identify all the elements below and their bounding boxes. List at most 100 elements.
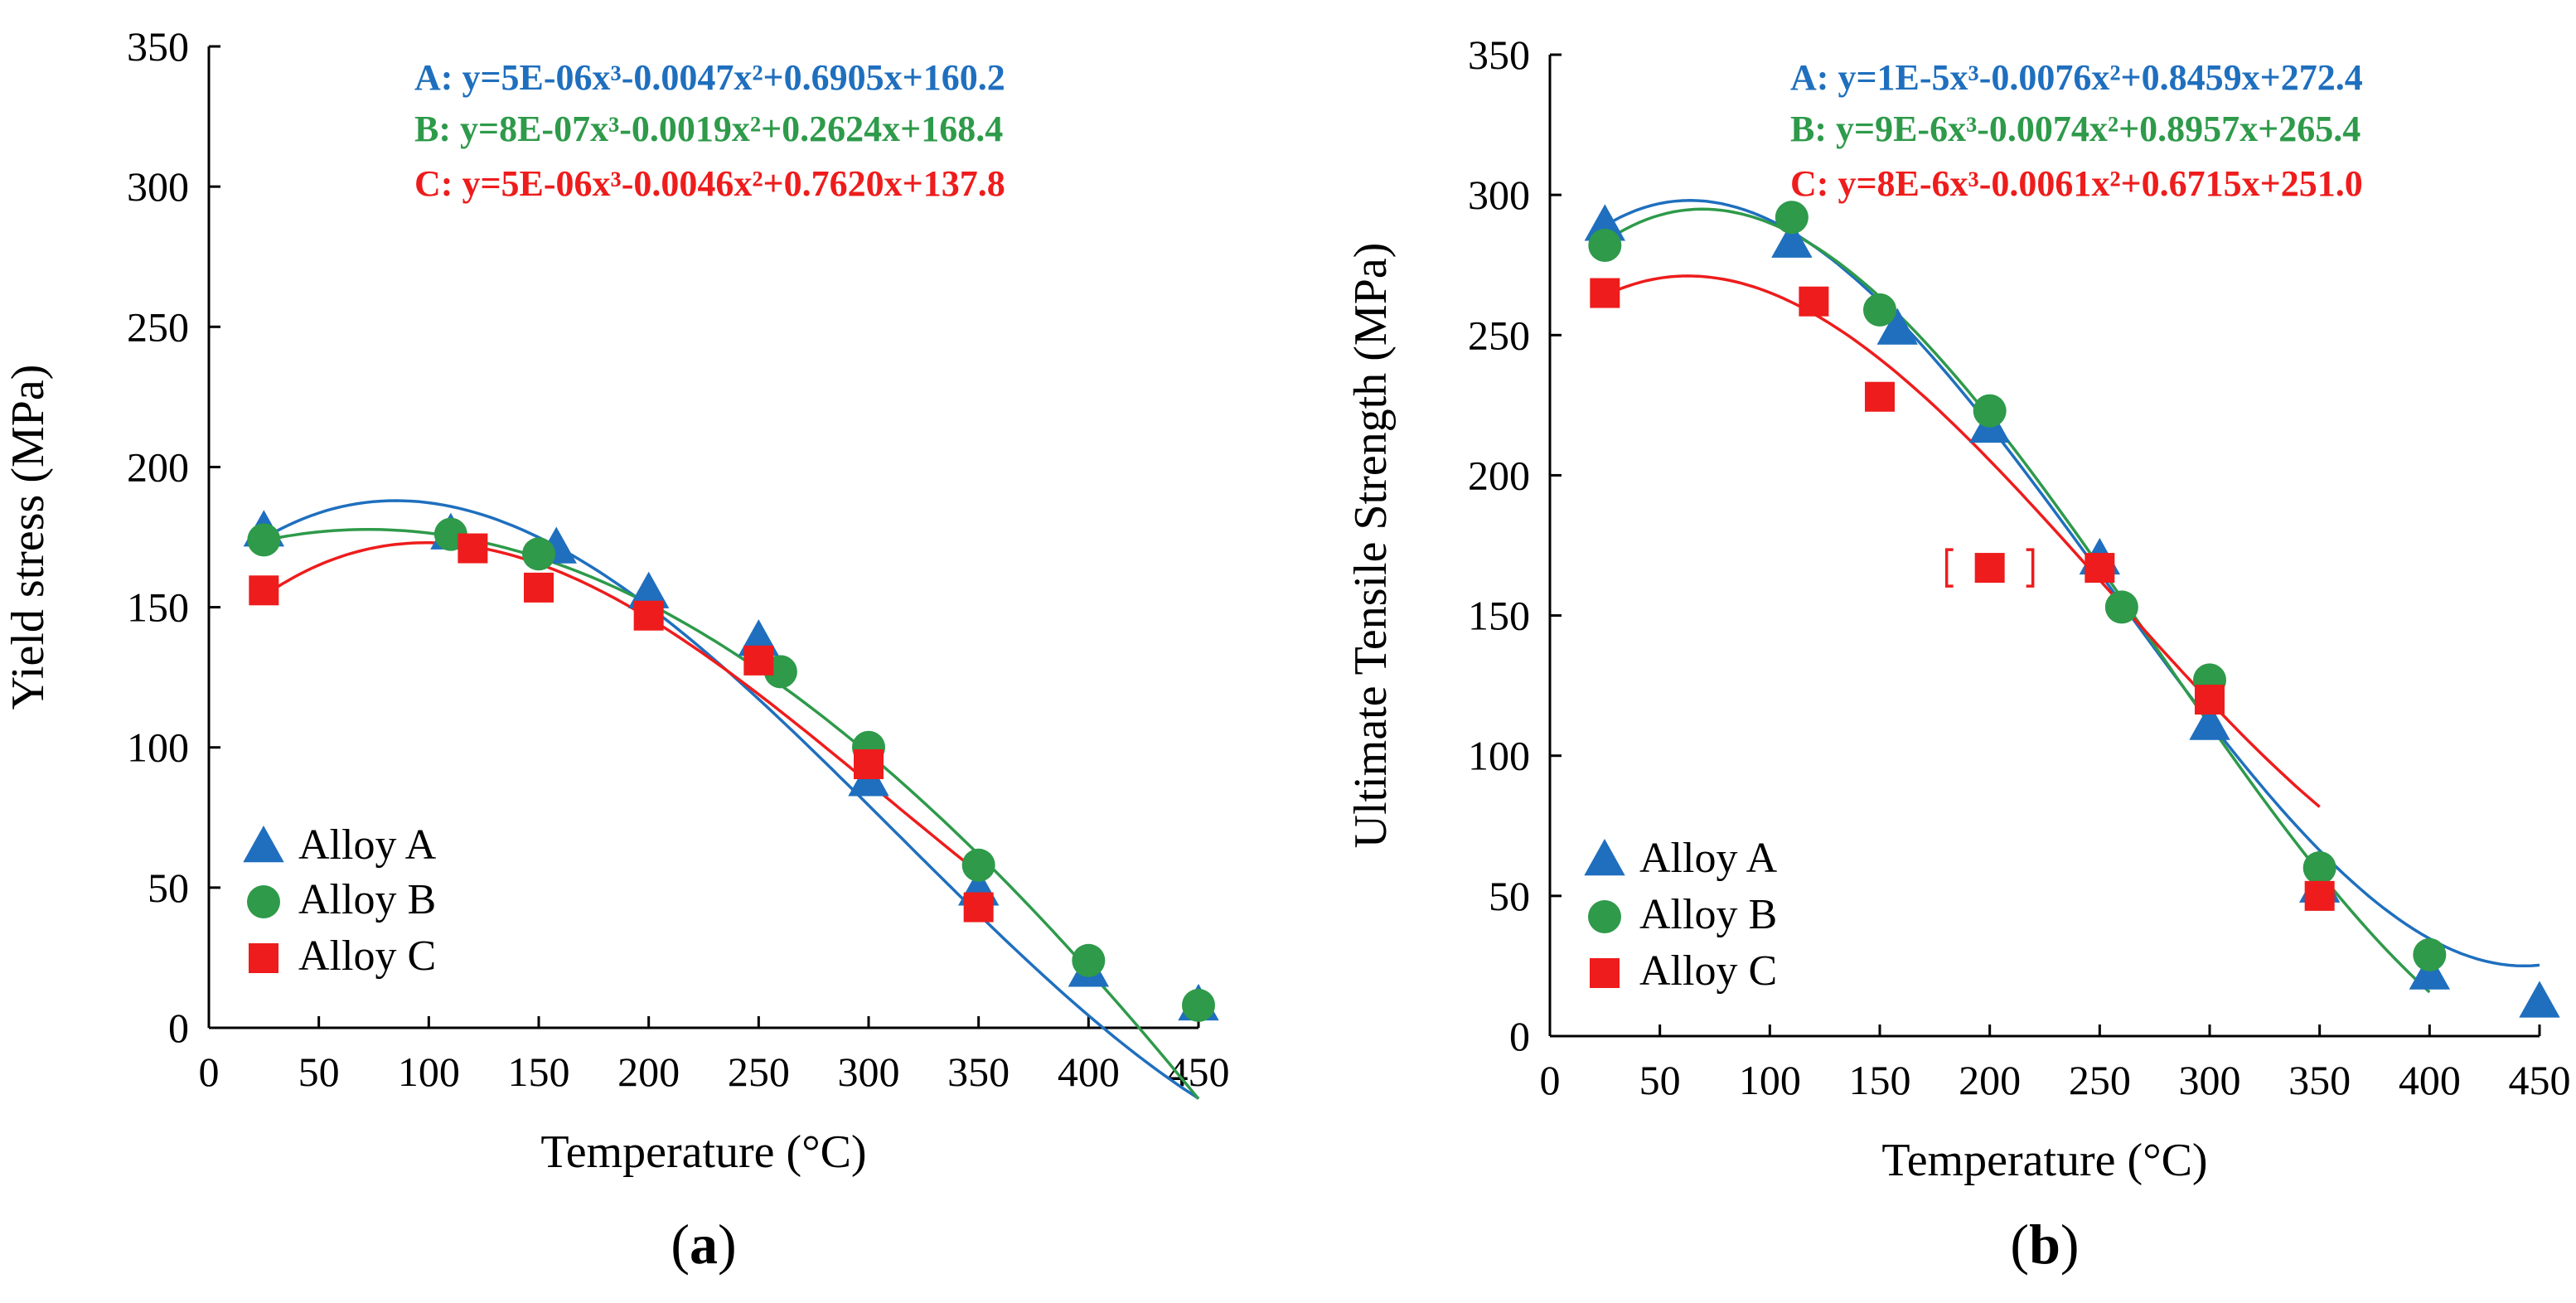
legend-label: Alloy B — [298, 876, 436, 923]
legend-label: Alloy C — [1639, 947, 1777, 995]
panel-letter: a — [690, 1213, 718, 1276]
equation-formula: y=9E-6x³-0.0074x²+0.8957x+265.4 — [1836, 109, 2361, 149]
data-point — [627, 571, 670, 608]
y-axis-title: Yield stress (MPa) — [2, 365, 54, 710]
x-tick-label: 150 — [1849, 1057, 1911, 1103]
data-point — [854, 749, 884, 780]
data-point — [522, 537, 555, 571]
legend-label: Alloy C — [298, 932, 436, 980]
legend: Alloy A Alloy B Alloy C — [243, 821, 437, 980]
data-point — [633, 600, 664, 631]
panel-label: (a) — [671, 1213, 736, 1276]
series-alloy-c — [1590, 278, 2335, 911]
legend-marker — [243, 826, 284, 863]
chart-panel-a: 0 50 100 150 200 250 300 350 400 4500501001502002… — [2, 23, 1230, 1276]
data-point — [1588, 229, 1622, 263]
panel-label: (b) — [2010, 1213, 2079, 1276]
equation-formula: y=5E-06x³-0.0047x²+0.6905x+160.2 — [462, 57, 1005, 98]
x-tick-label: 100 — [1739, 1057, 1801, 1103]
equation-formula: y=1E-5x³-0.0076x²+0.8459x+272.4 — [1838, 57, 2362, 98]
data-point — [1584, 204, 1626, 241]
equation-prefix: B: — [1790, 109, 1836, 149]
x-tick-label: 400 — [2399, 1057, 2461, 1103]
equation-prefix: B: — [414, 109, 460, 149]
data-point — [2104, 590, 2138, 624]
fit-curve-alloy-b — [263, 527, 1200, 1100]
legend-marker — [1590, 958, 1620, 988]
data-point — [1863, 293, 1896, 327]
legend-label: Alloy B — [1639, 891, 1777, 938]
panel-letter: b — [2029, 1213, 2060, 1276]
equation-formula: y=8E-07x³-0.0019x²+0.2624x+168.4 — [460, 109, 1003, 149]
fit-curve-alloy-b — [1604, 207, 2431, 994]
data-point — [249, 575, 279, 606]
data-point — [458, 533, 488, 564]
chart-panel-b: 0 50 100 150 200 250 300 350 400 450 0 50 100 150 200 2… — [1345, 31, 2571, 1276]
x-tick-label: 450 — [2509, 1057, 2571, 1103]
legend-marker — [1584, 839, 1625, 876]
data-point — [524, 572, 554, 603]
equation-prefix: A: — [1790, 57, 1838, 98]
x-tick-label: 150 — [508, 1049, 570, 1095]
data-point — [1974, 553, 2005, 584]
x-axis-title: Temperature (°C) — [1881, 1135, 2207, 1186]
y-tick-label: 350 — [127, 23, 189, 70]
x-tick-label: 0 — [199, 1049, 220, 1095]
y-axis-title: Ultimate Tensile Strength (MPa) — [1345, 243, 1397, 849]
x-tick-label: 250 — [728, 1049, 790, 1095]
equation-prefix: A: — [414, 57, 462, 98]
y-tick-label: 150 — [1468, 593, 1530, 639]
y-tick-label: 250 — [1468, 312, 1530, 358]
data-point — [1799, 286, 1829, 317]
fit-equation: B: y=9E-6x³-0.0074x²+0.8957x+265.4 — [1790, 109, 2361, 149]
data-point — [2519, 981, 2560, 1018]
data-point — [1775, 201, 1809, 235]
data-point — [1590, 278, 1620, 308]
x-tick-label: 0 — [1540, 1057, 1561, 1103]
equation-prefix: C: — [414, 163, 462, 204]
x-tick-label: 300 — [838, 1049, 900, 1095]
legend-label: Alloy A — [298, 821, 437, 869]
data-point — [2413, 937, 2447, 971]
y-tick-label: 350 — [1468, 31, 1530, 78]
x-tick-label: 100 — [398, 1049, 460, 1095]
x-tick-label: 350 — [2288, 1057, 2351, 1103]
x-tick-label: 300 — [2179, 1057, 2241, 1103]
fit-curve-alloy-a — [263, 499, 1199, 1100]
x-tick-label: 50 — [1639, 1057, 1681, 1103]
data-point — [963, 892, 994, 923]
y-tick-label: 100 — [127, 724, 189, 771]
fit-equation: C: y=5E-06x³-0.0046x²+0.7620x+137.8 — [414, 163, 1005, 204]
y-tick-label: 0 — [168, 1005, 189, 1051]
equation-formula: y=5E-06x³-0.0046x²+0.7620x+137.8 — [462, 163, 1005, 204]
x-tick-label: 250 — [2069, 1057, 2131, 1103]
y-tick-label: 0 — [1509, 1013, 1530, 1059]
equation-prefix: C: — [1790, 163, 1838, 204]
fit-equation: A: y=1E-5x³-0.0076x²+0.8459x+272.4 — [1790, 57, 2363, 98]
y-tick-label: 50 — [148, 865, 189, 911]
legend: Alloy A Alloy B Alloy C — [1584, 835, 1778, 995]
fit-curve-alloy-a — [1604, 199, 2540, 968]
x-tick-label: 350 — [947, 1049, 1010, 1095]
data-point — [1771, 220, 1813, 258]
legend-marker — [249, 943, 278, 973]
data-point — [1072, 943, 1106, 977]
data-point — [1865, 381, 1895, 412]
data-point — [743, 645, 774, 676]
data-point — [1876, 308, 1918, 345]
equation-formula: y=8E-6x³-0.0061x²+0.6715x+251.0 — [1838, 163, 2362, 204]
data-point — [247, 523, 281, 557]
y-tick-label: 300 — [1468, 172, 1530, 218]
outlier-bracket — [1944, 548, 2035, 588]
data-point — [2085, 553, 2115, 584]
y-tick-label: 200 — [127, 443, 189, 490]
series-alloy-c — [249, 533, 994, 923]
fit-equation: B: y=8E-07x³-0.0019x²+0.2624x+168.4 — [414, 109, 1003, 149]
data-point — [1973, 394, 2007, 428]
y-tick-label: 50 — [1489, 873, 1530, 919]
y-tick-label: 200 — [1468, 452, 1530, 498]
x-axis-title: Temperature (°C) — [540, 1126, 866, 1178]
y-tick-label: 300 — [127, 163, 189, 210]
data-point — [2302, 851, 2336, 885]
